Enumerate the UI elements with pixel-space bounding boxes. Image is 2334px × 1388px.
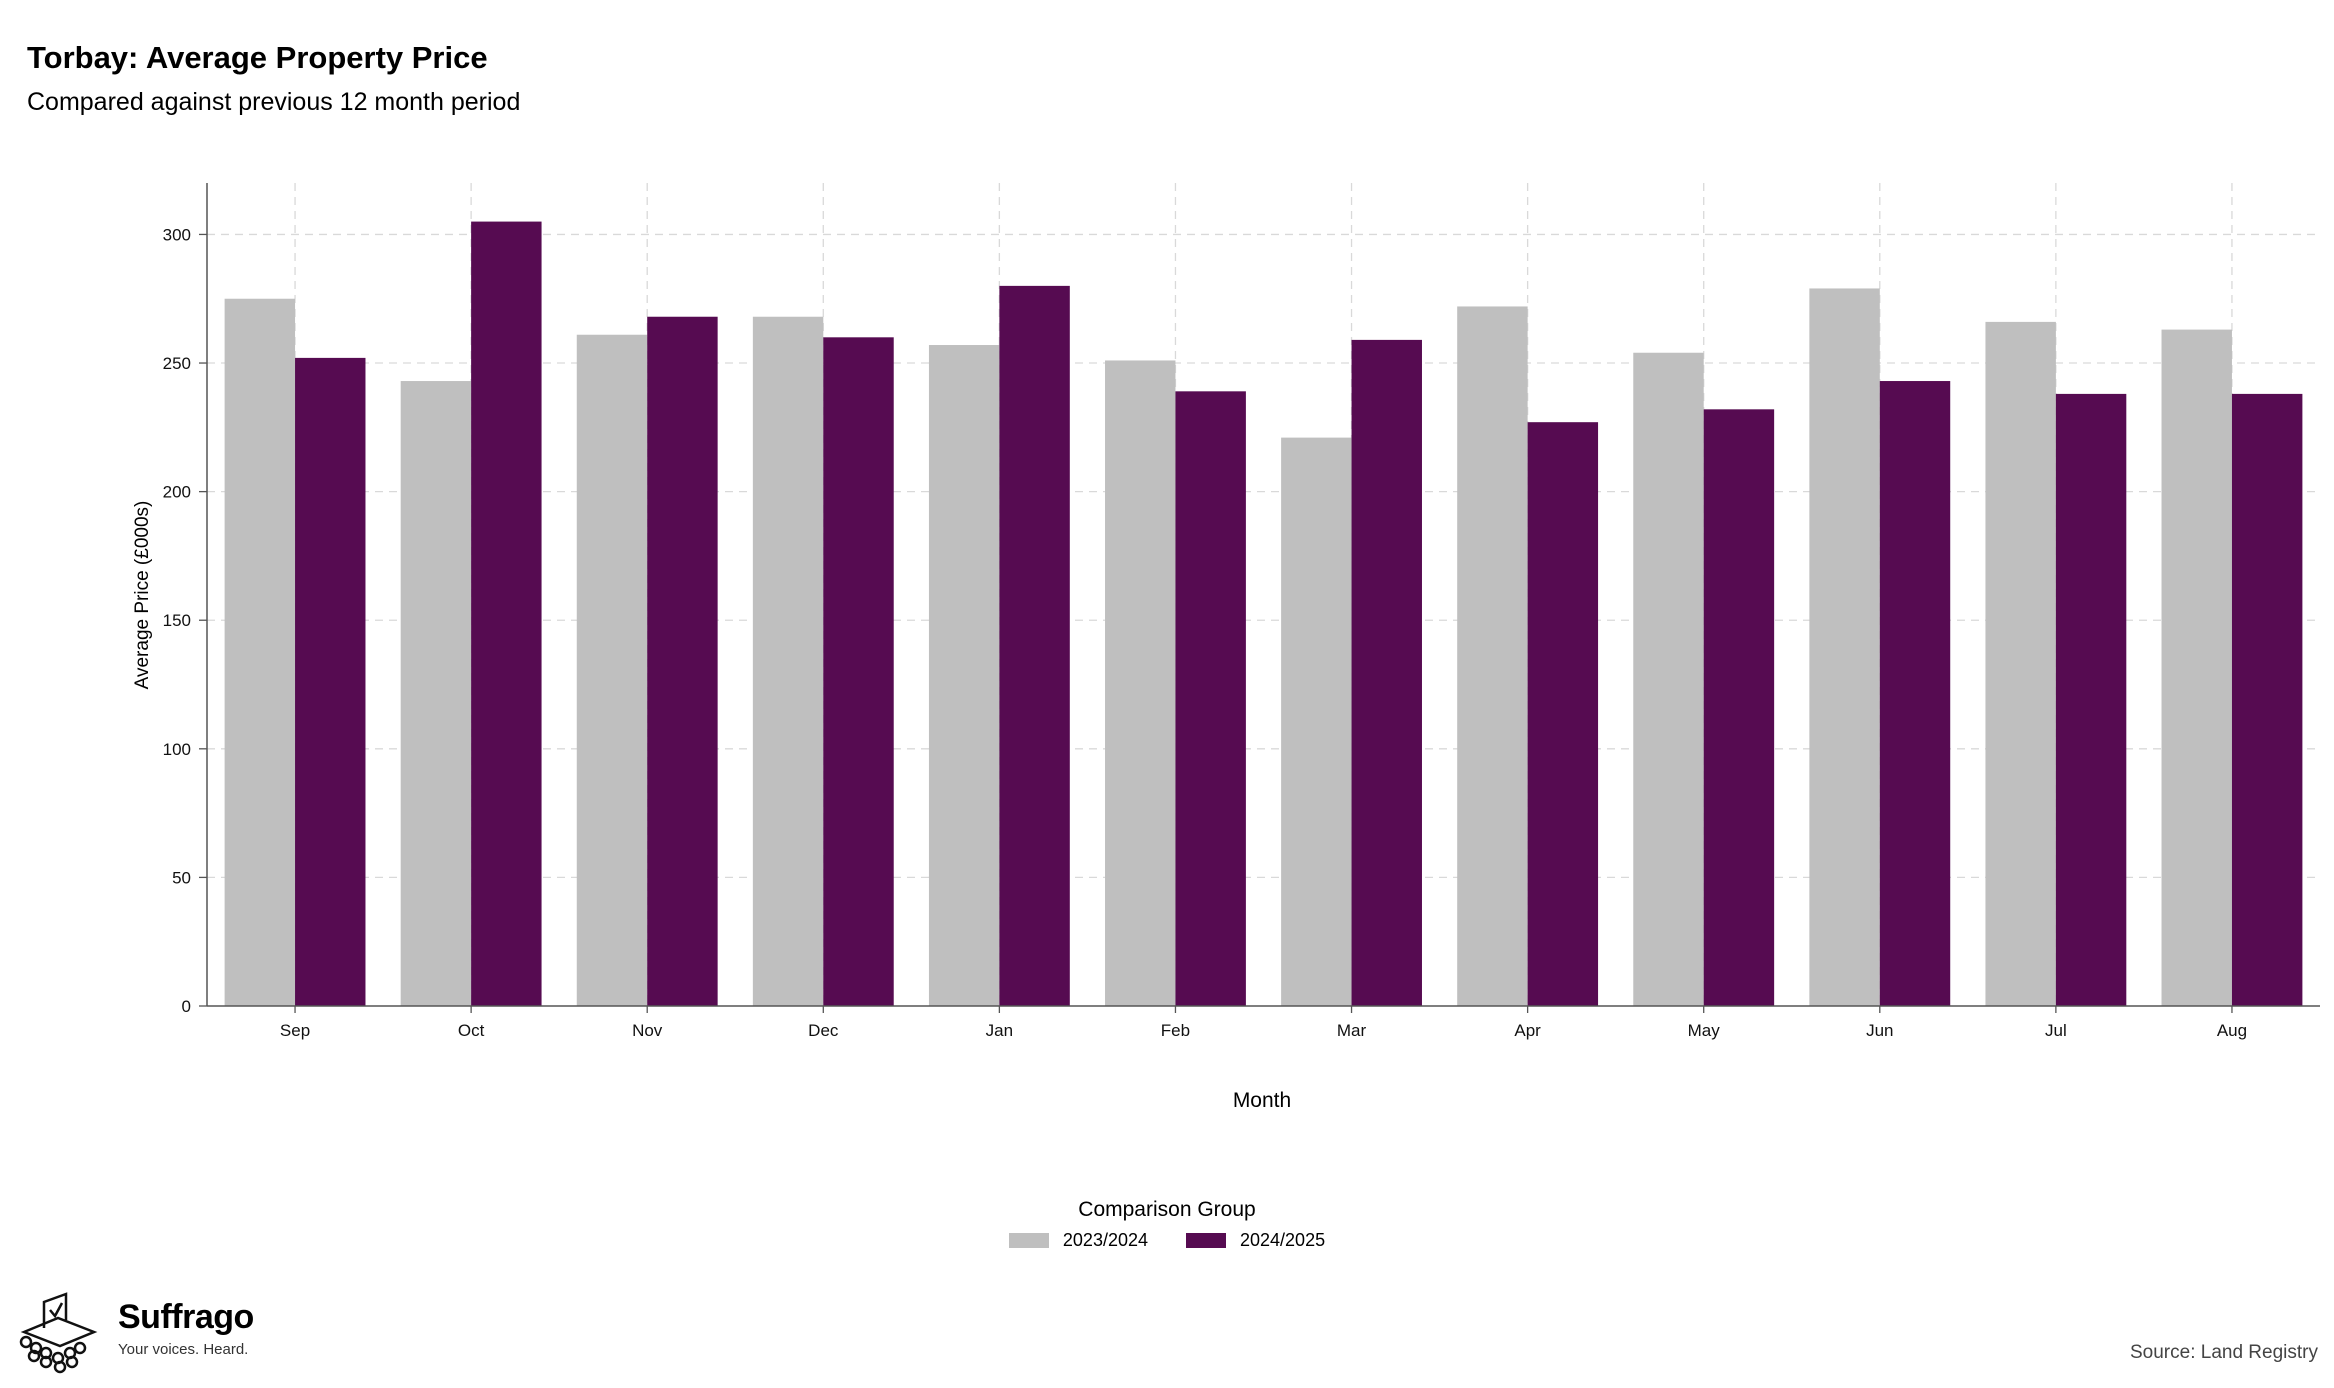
bar-2023-2024-nov xyxy=(576,334,648,1007)
axes: 0 50 100 150 200 250 300 Sep Oct Nov Dec Jan Feb Mar A… xyxy=(163,183,2320,1040)
legend-label: 2024/2025 xyxy=(1240,1230,1326,1250)
legend-swatch xyxy=(1186,1233,1226,1248)
source-note: Source: Land Registry xyxy=(2130,1342,2318,1363)
bar-2024-2025-oct xyxy=(471,221,542,1006)
bar-2024-2025-feb xyxy=(1175,391,1246,1006)
bars xyxy=(224,221,2303,1007)
y-tick-label: 300 xyxy=(163,225,191,244)
y-tick-label: 0 xyxy=(182,997,191,1016)
y-tick-label: 200 xyxy=(163,483,191,502)
y-tick-label: 100 xyxy=(163,740,191,759)
y-tick-label: 250 xyxy=(163,354,191,373)
bar-2023-2024-jul xyxy=(1985,321,2056,1007)
brand-tagline: Your voices. Heard. xyxy=(118,1341,249,1358)
x-tick-label: Oct xyxy=(458,1021,485,1040)
bar-2024-2025-aug xyxy=(2231,393,2303,1006)
bar-2024-2025-mar xyxy=(1351,339,1422,1006)
x-tick-label: Jun xyxy=(1866,1021,1893,1040)
bar-2023-2024-jan xyxy=(928,345,1000,1006)
x-tick-label: Sep xyxy=(280,1021,310,1040)
bar-2023-2024-apr xyxy=(1457,306,1528,1006)
x-tick-label: Mar xyxy=(1337,1021,1367,1040)
x-tick-label: May xyxy=(1688,1021,1721,1040)
x-axis-label: Month xyxy=(1233,1089,1291,1112)
bar-2024-2025-may xyxy=(1703,409,1775,1006)
x-tick-label: Aug xyxy=(2217,1021,2247,1040)
legend-item-2023-2024: 2023/2024 xyxy=(1008,1230,1148,1251)
bar-2023-2024-oct xyxy=(400,381,472,1006)
x-tick-label: Jul xyxy=(2045,1021,2067,1040)
x-tick-label: Jan xyxy=(986,1021,1013,1040)
chart-title: Torbay: Average Property Price xyxy=(27,40,488,75)
bar-2024-2025-dec xyxy=(823,337,894,1006)
bar-2024-2025-nov xyxy=(647,316,718,1006)
x-tick-label: Nov xyxy=(632,1021,663,1040)
bar-2024-2025-jul xyxy=(2055,393,2127,1006)
chart-subtitle: Compared against previous 12 month perio… xyxy=(27,88,521,116)
legend-item-2024-2025: 2024/2025 xyxy=(1186,1230,1325,1251)
legend-swatch xyxy=(1008,1233,1049,1248)
x-tick-label: Dec xyxy=(808,1021,839,1040)
bar-2023-2024-feb xyxy=(1105,360,1176,1007)
bar-2023-2024-dec xyxy=(752,316,824,1006)
legend-label: 2023/2024 xyxy=(1062,1230,1148,1250)
suffrago-logo: Suffrago Your voices. Heard. xyxy=(14,1290,254,1374)
bar-2023-2024-sep xyxy=(224,298,296,1006)
legend: Comparison Group 2023/2024 2024/2025 xyxy=(0,1198,2334,1251)
y-tick-label: 150 xyxy=(163,611,191,630)
bar-2023-2024-mar xyxy=(1281,437,1352,1007)
x-tick-label: Apr xyxy=(1514,1021,1541,1040)
bar-2023-2024-may xyxy=(1633,352,1704,1006)
x-tick-label: Feb xyxy=(1161,1021,1190,1040)
legend-title: Comparison Group xyxy=(1078,1198,1256,1221)
y-axis-label: Average Price (£000s) xyxy=(132,501,153,690)
y-tick-label: 50 xyxy=(172,868,191,887)
bar-2024-2025-apr xyxy=(1527,422,1599,1006)
bar-2024-2025-jun xyxy=(1879,381,1951,1006)
bar-chart: 0 50 100 150 200 250 300 Sep Oct Nov Dec Jan Feb Mar A… xyxy=(132,183,2320,1112)
brand-name: Suffrago xyxy=(118,1298,254,1336)
bar-2024-2025-sep xyxy=(295,357,366,1006)
bar-2024-2025-jan xyxy=(999,285,1070,1006)
bar-2023-2024-jun xyxy=(1809,288,1880,1006)
bar-2023-2024-aug xyxy=(2161,329,2232,1006)
ballot-box-icon xyxy=(19,1292,98,1374)
